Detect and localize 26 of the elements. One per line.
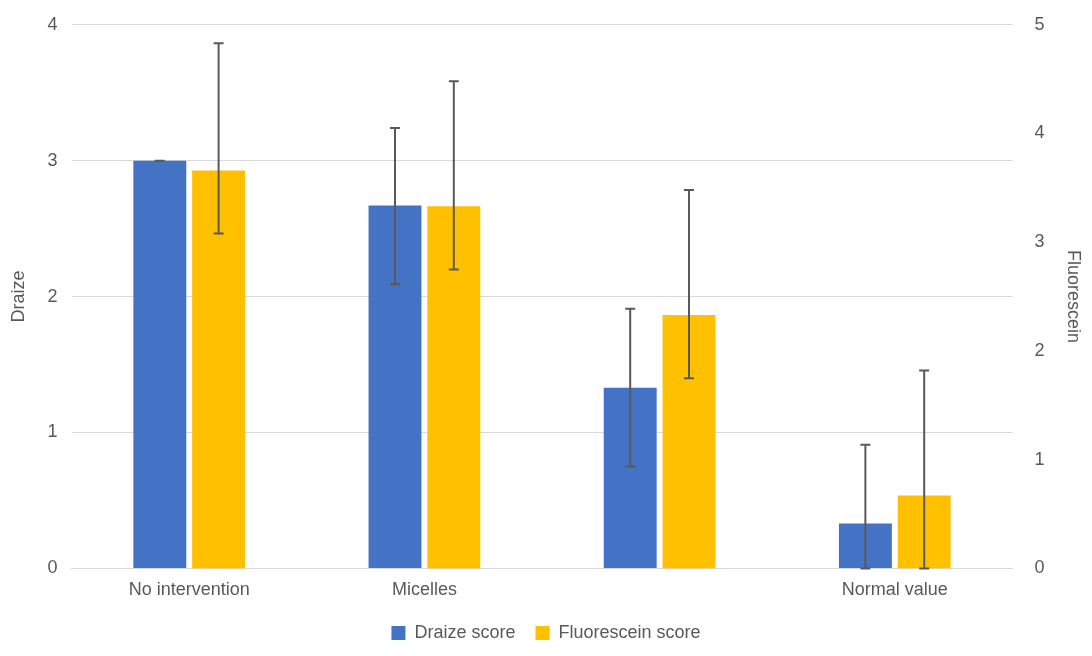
y-tick-label: 3	[47, 149, 58, 170]
x-tick-label: No intervention	[128, 579, 250, 600]
y-tick-label: 2	[47, 285, 58, 306]
legend-label: Draize score	[414, 621, 516, 642]
bar	[603, 387, 657, 568]
bar	[838, 523, 892, 568]
bar	[427, 206, 481, 569]
y2-tick-label: 0	[1034, 557, 1045, 578]
bar	[662, 315, 716, 569]
bar	[133, 160, 187, 568]
bar	[368, 205, 422, 568]
y2-tick-label: 3	[1034, 231, 1045, 252]
y2-axis-title: Fluorescein	[1064, 250, 1085, 344]
y2-tick-label: 2	[1034, 339, 1045, 360]
legend-label: Fluorescein score	[558, 621, 701, 642]
y-axis-title: Draize	[7, 270, 28, 323]
y2-tick-label: 4	[1034, 122, 1045, 143]
bar	[897, 495, 951, 569]
y-tick-label: 0	[47, 557, 58, 578]
y-tick-label: 4	[47, 13, 58, 34]
y2-tick-label: 5	[1034, 13, 1045, 34]
y2-tick-label: 1	[1034, 448, 1045, 469]
bar	[192, 170, 246, 569]
y-tick-label: 1	[47, 421, 58, 442]
x-tick-label: Normal value	[841, 579, 948, 600]
x-tick-label: Micelles	[391, 579, 457, 600]
